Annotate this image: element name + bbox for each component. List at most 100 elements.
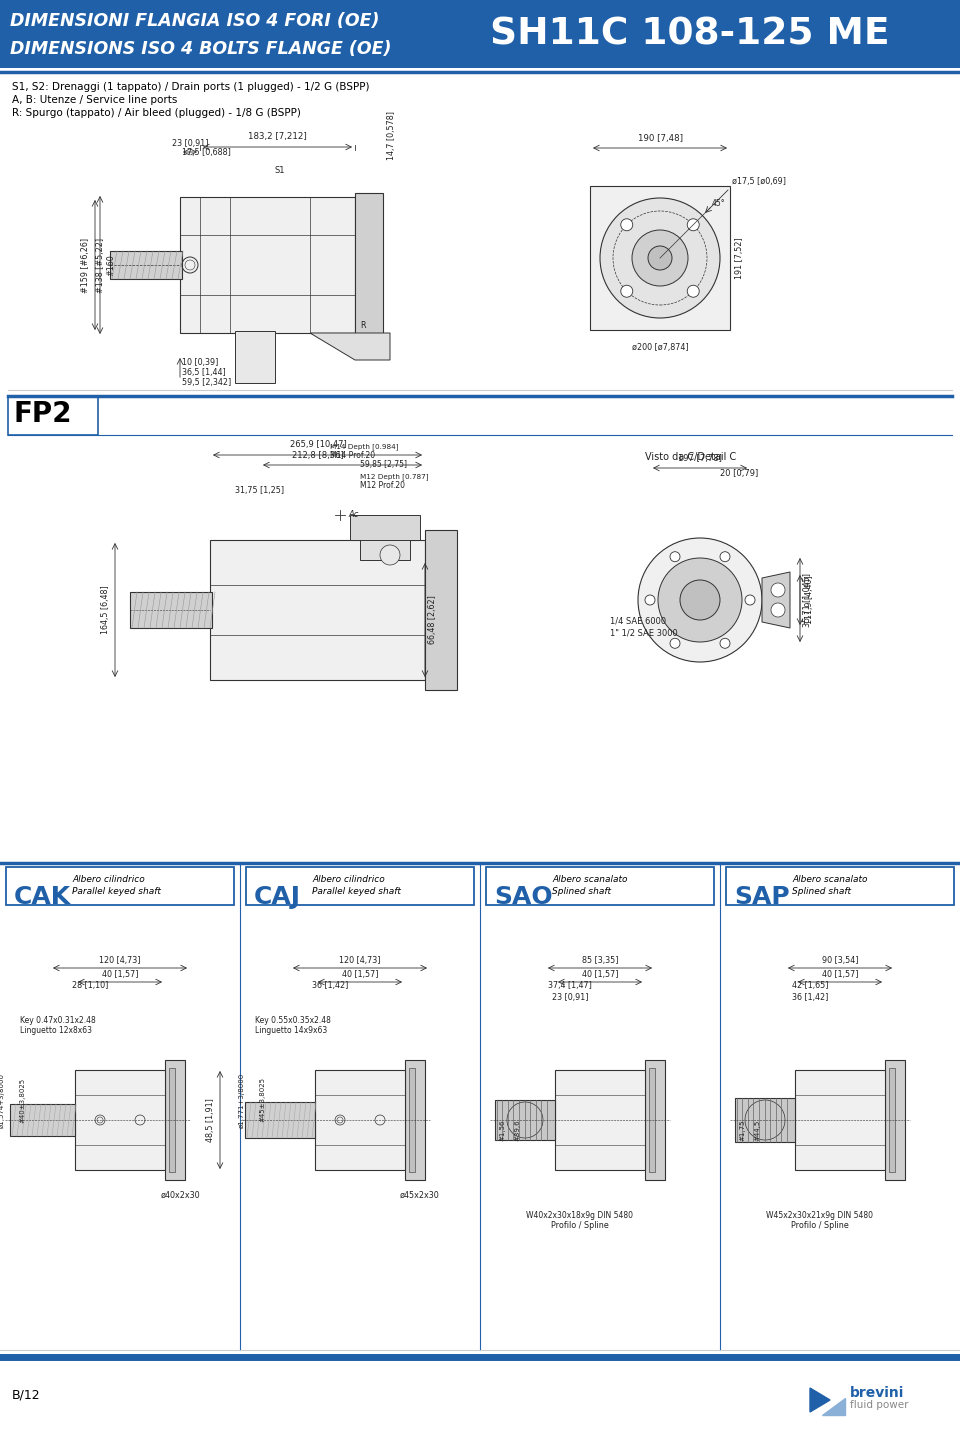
Polygon shape <box>810 1388 830 1412</box>
Circle shape <box>771 583 785 597</box>
Text: 23 [0,91]: 23 [0,91] <box>172 139 208 149</box>
Bar <box>0 0 960 69</box>
Text: Visto da C/Detail C: Visto da C/Detail C <box>645 452 736 462</box>
Text: #40±3,8025: #40±3,8025 <box>19 1077 25 1123</box>
Text: 10 [0,39]: 10 [0,39] <box>182 359 218 367</box>
Bar <box>590 186 730 330</box>
Text: 20 [0,79]: 20 [0,79] <box>720 469 758 477</box>
Text: 40 [1,57]: 40 [1,57] <box>822 970 858 979</box>
Text: ø17,5 [ø0,69]: ø17,5 [ø0,69] <box>732 177 786 186</box>
Text: 212,8 [8,36]: 212,8 [8,36] <box>292 452 344 460</box>
Text: 265,9 [10,47]: 265,9 [10,47] <box>290 440 347 449</box>
Text: fluid power: fluid power <box>850 1400 908 1410</box>
Text: 111,9 [4,40]: 111,9 [4,40] <box>805 576 814 624</box>
Text: M12 Depth [0.787]: M12 Depth [0.787] <box>360 473 428 480</box>
Text: ø40x2x30: ø40x2x30 <box>160 1190 200 1200</box>
Text: 40 [1,57]: 40 [1,57] <box>102 970 138 979</box>
Text: Albero cilindrico: Albero cilindrico <box>312 875 385 885</box>
Text: S1, S2: Drenaggi (1 tappato) / Drain ports (1 plugged) - 1/2 G (BSPP): S1, S2: Drenaggi (1 tappato) / Drain por… <box>12 81 370 91</box>
Text: M14 Prof.20: M14 Prof.20 <box>330 452 375 460</box>
Circle shape <box>680 580 720 620</box>
Bar <box>795 1070 885 1170</box>
Circle shape <box>670 639 680 649</box>
Text: CAJ: CAJ <box>254 885 301 909</box>
Text: DIMENSIONS ISO 4 BOLTS FLANGE (OE): DIMENSIONS ISO 4 BOLTS FLANGE (OE) <box>10 40 392 59</box>
Text: 40 [1,57]: 40 [1,57] <box>342 970 378 979</box>
Text: #1,75: #1,75 <box>739 1119 745 1140</box>
Bar <box>355 193 383 337</box>
Polygon shape <box>822 1398 845 1415</box>
Text: #159 [#6,26]: #159 [#6,26] <box>81 237 90 293</box>
Text: R: Spurgo (tappato) / Air bleed (plugged) - 1/8 G (BSPP): R: Spurgo (tappato) / Air bleed (plugged… <box>12 109 300 119</box>
Bar <box>405 1060 425 1180</box>
Text: R: R <box>360 320 366 330</box>
Text: DIMENSIONI FLANGIA ISO 4 FORI (OE): DIMENSIONI FLANGIA ISO 4 FORI (OE) <box>10 11 379 30</box>
FancyBboxPatch shape <box>246 867 474 905</box>
Text: Ac: Ac <box>348 510 358 519</box>
Text: #138 [#5,22]: #138 [#5,22] <box>96 237 105 293</box>
Text: 197 [7,78]: 197 [7,78] <box>678 454 722 463</box>
Text: 36 [1,42]: 36 [1,42] <box>312 980 348 990</box>
Text: Splined shaft: Splined shaft <box>552 887 611 896</box>
Text: brevini: brevini <box>850 1386 904 1400</box>
Bar <box>649 1067 655 1172</box>
Bar <box>735 1097 795 1142</box>
Text: B/12: B/12 <box>12 1388 40 1400</box>
Text: #44,5: #44,5 <box>754 1119 760 1140</box>
Text: 28 [1,10]: 28 [1,10] <box>72 980 108 990</box>
Bar <box>495 1100 555 1140</box>
Text: M12 Prof.20: M12 Prof.20 <box>360 482 405 490</box>
Bar <box>245 1102 315 1137</box>
Text: 14,7 [0,578]: 14,7 [0,578] <box>387 111 396 160</box>
Bar <box>889 1067 895 1172</box>
Text: W40x2x30x18x9g DIN 5480: W40x2x30x18x9g DIN 5480 <box>526 1210 634 1220</box>
Text: Albero scanalato: Albero scanalato <box>792 875 868 885</box>
FancyBboxPatch shape <box>8 396 98 434</box>
Circle shape <box>687 219 699 230</box>
Text: 17,5 [0,688]: 17,5 [0,688] <box>182 149 230 157</box>
Text: 37,4 [1,47]: 37,4 [1,47] <box>548 980 592 990</box>
Text: SH11C 108-125 ME: SH11C 108-125 ME <box>490 16 890 51</box>
Bar <box>885 1060 905 1180</box>
Text: Profilo / Spline: Profilo / Spline <box>791 1220 849 1230</box>
Text: #39,6: #39,6 <box>514 1119 520 1140</box>
Text: ø45x2x30: ø45x2x30 <box>400 1190 440 1200</box>
FancyBboxPatch shape <box>486 867 714 905</box>
Circle shape <box>720 639 730 649</box>
Circle shape <box>621 286 633 297</box>
Text: 120 [4,73]: 120 [4,73] <box>99 956 141 965</box>
Text: 164,5 [6,48]: 164,5 [6,48] <box>101 586 110 634</box>
Circle shape <box>621 219 633 230</box>
Text: 85 [3,35]: 85 [3,35] <box>582 956 618 965</box>
Text: 190 [7,48]: 190 [7,48] <box>637 134 683 143</box>
Bar <box>180 197 355 333</box>
Text: 90 [3,54]: 90 [3,54] <box>822 956 858 965</box>
Bar <box>235 332 275 383</box>
Text: 35,71 [1,045]: 35,71 [1,045] <box>803 573 812 627</box>
Bar <box>130 592 212 627</box>
Text: 191 [7,52]: 191 [7,52] <box>735 237 744 279</box>
Text: S1: S1 <box>275 166 285 174</box>
Text: Profilo / Spline: Profilo / Spline <box>551 1220 609 1230</box>
Circle shape <box>645 594 655 604</box>
Bar <box>555 1070 645 1170</box>
Circle shape <box>771 603 785 617</box>
Text: 59,85 [2,75]: 59,85 [2,75] <box>360 460 407 469</box>
Bar <box>110 252 182 279</box>
Circle shape <box>670 552 680 562</box>
Text: ø1,771+3/8000: ø1,771+3/8000 <box>239 1072 245 1127</box>
Text: 66,48 [2,62]: 66,48 [2,62] <box>428 596 437 644</box>
Circle shape <box>600 199 720 319</box>
Circle shape <box>638 537 762 662</box>
Text: 42 [1,65]: 42 [1,65] <box>792 980 828 990</box>
Text: #45±3,8025: #45±3,8025 <box>259 1077 265 1123</box>
Text: 1" 1/2 SAE 3000: 1" 1/2 SAE 3000 <box>610 627 678 637</box>
Text: 1/4 SAE 6000: 1/4 SAE 6000 <box>610 616 666 624</box>
Bar <box>169 1067 175 1172</box>
Circle shape <box>720 552 730 562</box>
Text: 31,75 [1,25]: 31,75 [1,25] <box>235 486 284 494</box>
Text: ø200 [ø7,874]: ø200 [ø7,874] <box>632 343 688 352</box>
Circle shape <box>632 230 688 286</box>
Bar <box>315 1070 405 1170</box>
Bar <box>75 1070 165 1170</box>
